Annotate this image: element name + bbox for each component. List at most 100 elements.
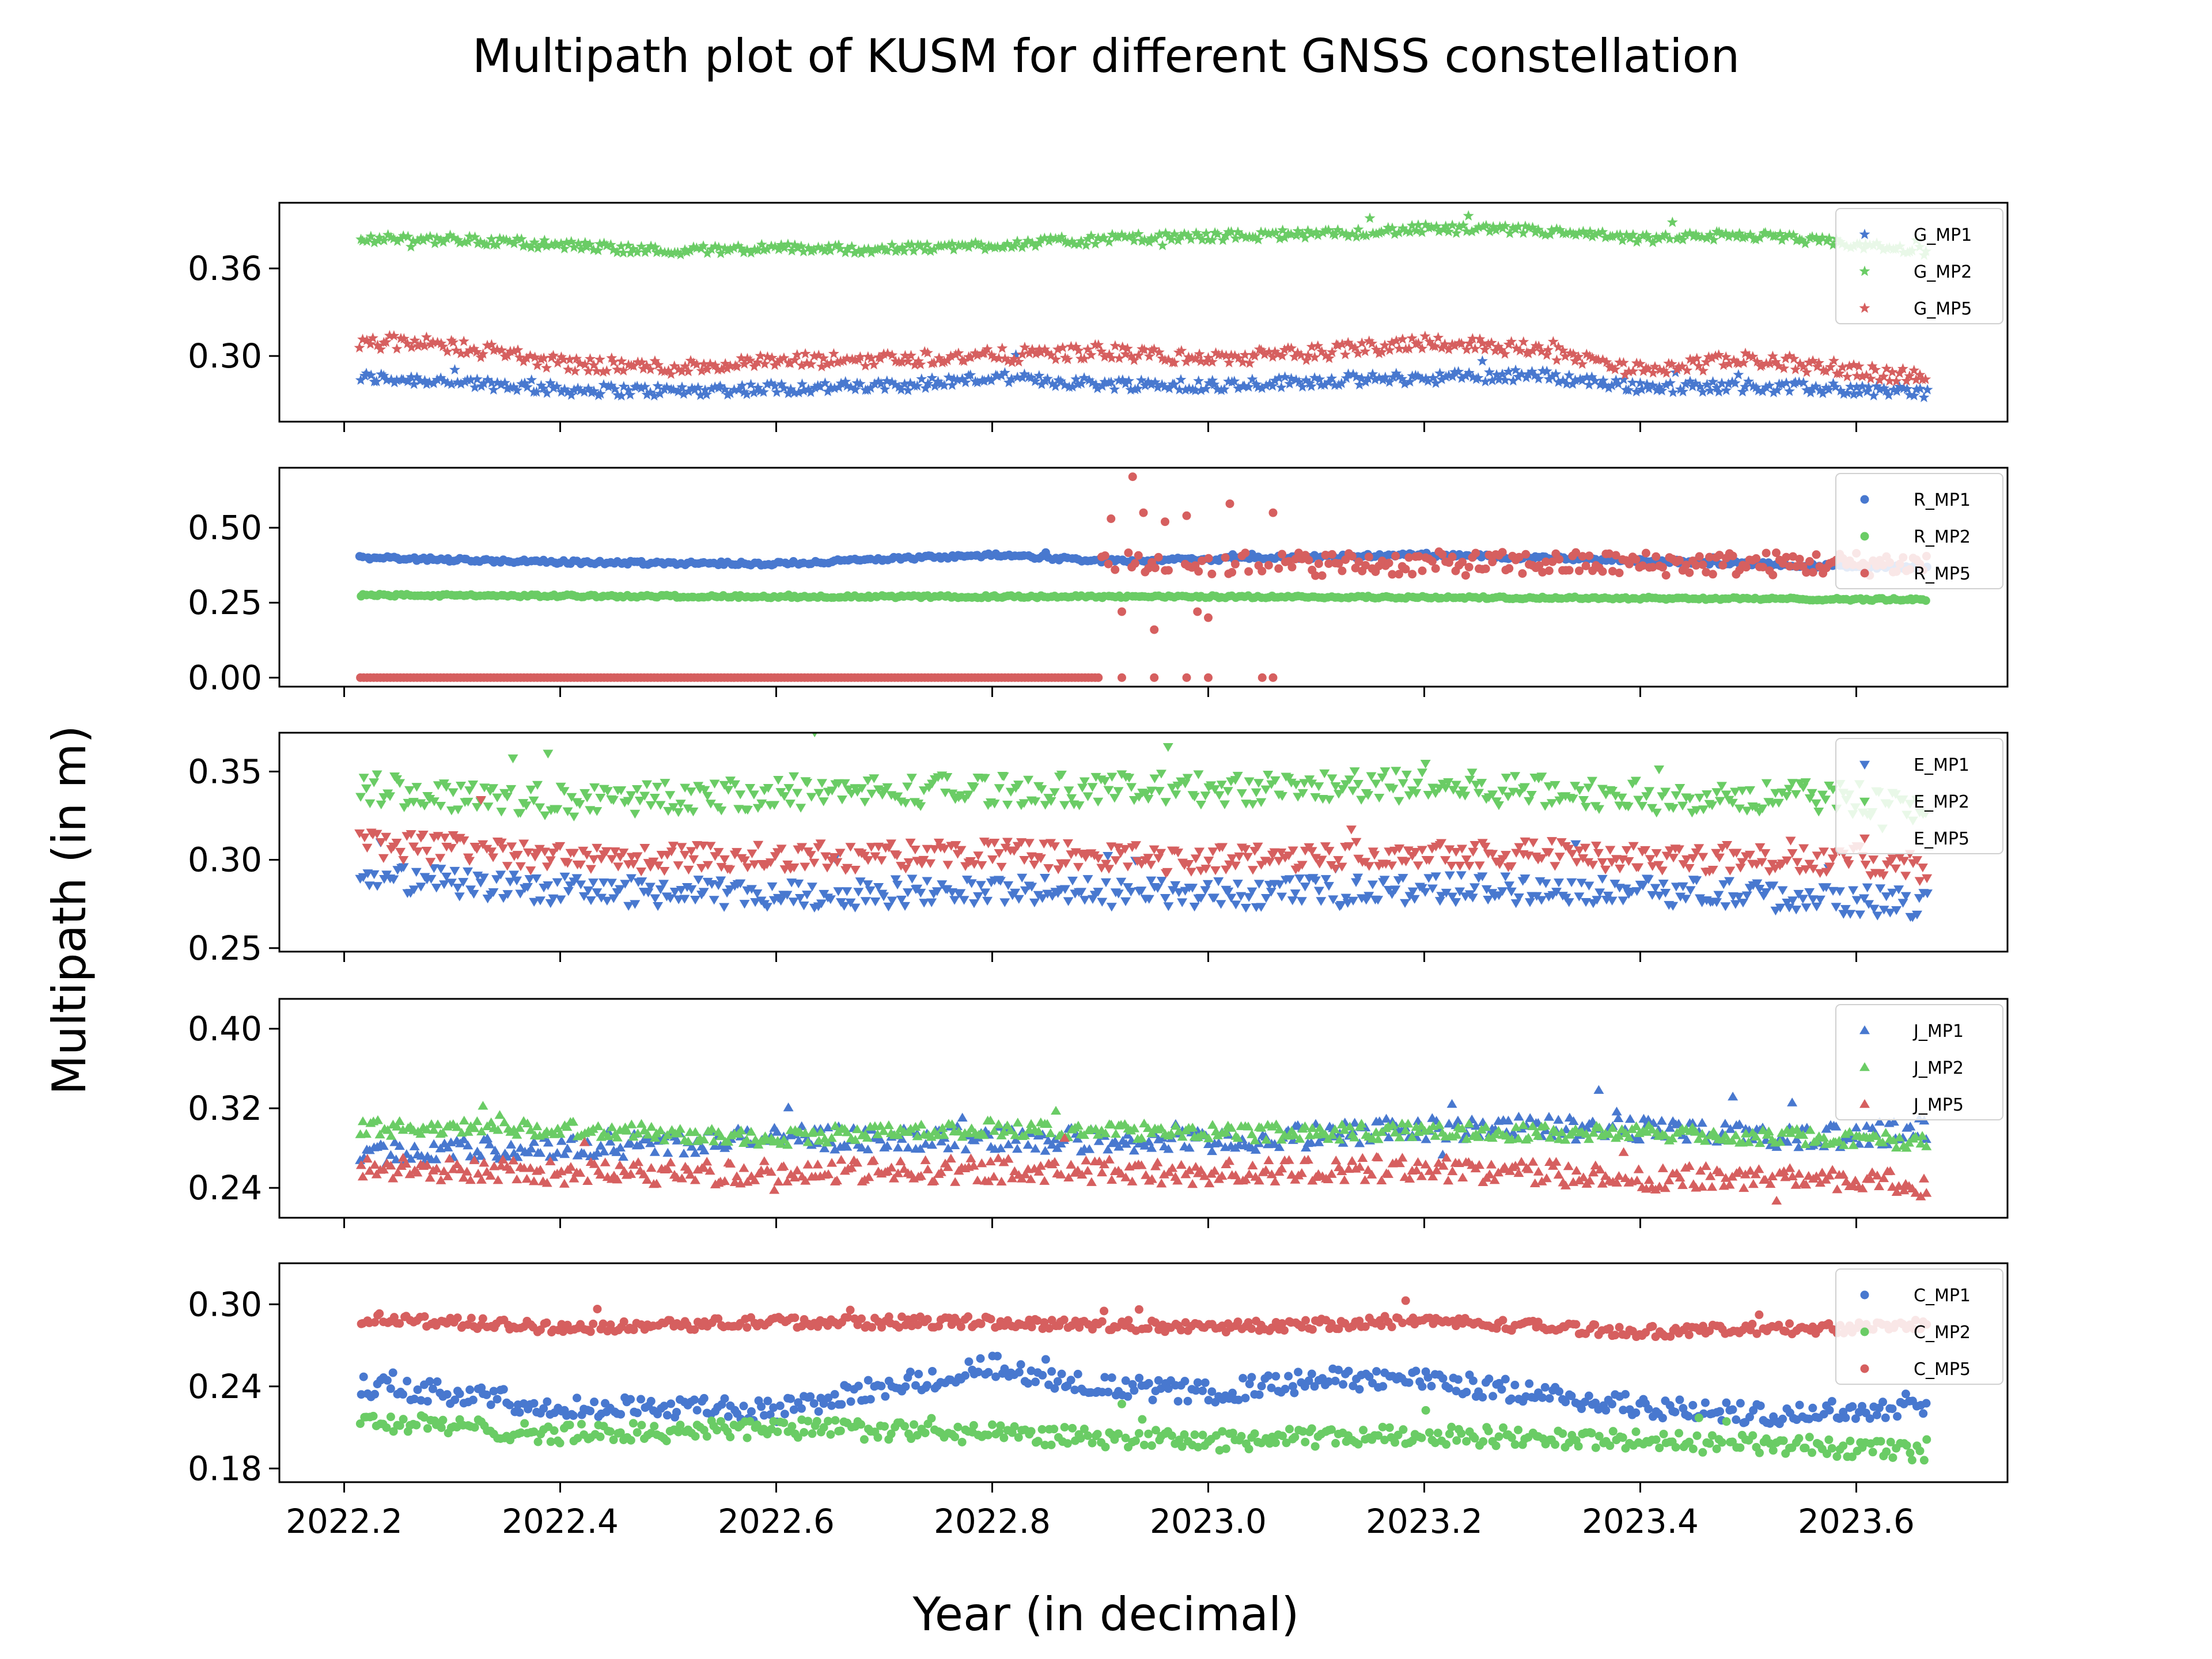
g-mp5-point — [841, 353, 853, 363]
e-mp2-point — [365, 799, 376, 808]
e-mp2-point — [595, 793, 606, 803]
e-mp5-point — [1520, 837, 1531, 847]
g-mp2-point — [1484, 226, 1495, 237]
g-mp2-point — [601, 240, 612, 251]
g-mp5-point — [525, 350, 536, 361]
g-mp2-point — [454, 237, 465, 248]
e-mp2-point — [483, 802, 494, 812]
j-mp1-point — [1461, 1128, 1472, 1137]
g-mp2-point — [939, 240, 950, 251]
g-mp2-point — [355, 233, 367, 244]
e-mp1-point — [1680, 895, 1691, 904]
e-mp1-point — [702, 877, 713, 887]
r-mp5-point — [1314, 559, 1323, 569]
e-mp5-point — [412, 847, 423, 857]
g-mp2-point — [1175, 230, 1187, 241]
g-mp5-point — [849, 354, 861, 365]
g-mp1-point — [1399, 378, 1411, 389]
g-mp1-point — [695, 389, 706, 400]
e-mp1-point — [798, 901, 809, 911]
g-mp1-point — [376, 368, 387, 379]
e-mp1-point — [931, 887, 942, 896]
e-mp5-point — [1461, 855, 1472, 865]
g-mp5-point — [999, 353, 1011, 363]
g-mp5-point — [1126, 350, 1137, 361]
j-mp1-point — [475, 1151, 486, 1160]
j-mp1-point — [1544, 1112, 1555, 1121]
g-mp1-point — [566, 389, 577, 400]
g-mp2-point — [1593, 227, 1604, 238]
g-mp2-point — [1300, 232, 1311, 243]
g-mp5-point — [1891, 375, 1902, 386]
r-mp5-point — [1194, 567, 1203, 576]
g-mp5-point — [1157, 353, 1168, 363]
e-mp2-point — [1526, 791, 1537, 800]
g-mp2-point — [953, 240, 964, 251]
e-mp5-point — [1450, 847, 1461, 857]
g-mp2-point — [618, 247, 629, 258]
e-mp1-point — [1603, 891, 1613, 901]
e-mp2-point — [456, 782, 467, 791]
e-mp5-point — [592, 843, 603, 853]
g-mp1-point — [1055, 375, 1066, 386]
g-mp1-point — [1356, 372, 1368, 383]
e-mp2-point — [1397, 779, 1408, 788]
g-mp5-point — [1586, 352, 1598, 363]
g-mp1-point — [419, 374, 430, 385]
e-mp2-point — [1277, 791, 1287, 801]
j-mp1-point — [490, 1145, 501, 1154]
g-mp2-point — [1232, 226, 1244, 237]
e-mp5-point — [1444, 845, 1455, 854]
g-mp1-point — [1067, 381, 1078, 392]
e-mp1-point — [1236, 892, 1247, 901]
e-mp2-point — [812, 733, 817, 738]
g-mp2-point — [469, 231, 480, 242]
g-mp5-point — [1511, 343, 1522, 354]
g-mp2-point — [738, 247, 749, 257]
e-mp5-point — [828, 853, 839, 862]
g-mp2-point — [1764, 228, 1776, 239]
e-mp5-point — [1725, 866, 1736, 876]
e-mp1-point — [1650, 884, 1661, 893]
e-mp1-point — [653, 902, 664, 911]
j-mp1-point — [903, 1142, 914, 1152]
e-mp1-point — [1113, 889, 1124, 899]
g-mp2-point — [675, 249, 687, 260]
g-mp2-point — [1302, 225, 1313, 236]
g-mp1-point — [1503, 366, 1514, 377]
j-mp1-point — [463, 1140, 474, 1150]
g-mp5-point — [1239, 349, 1251, 360]
r-mp5-point — [1581, 561, 1590, 570]
j-mp1-point — [856, 1142, 867, 1152]
e-mp2-point — [574, 800, 585, 809]
g-mp1-point — [1597, 374, 1609, 385]
g-mp5-point — [1042, 347, 1053, 358]
e-mp2-point — [792, 789, 803, 798]
g-mp1-point — [465, 374, 476, 385]
j-mp2-point — [709, 1136, 719, 1146]
e-mp5-point — [1578, 854, 1589, 863]
r-mp5-point — [1802, 568, 1811, 577]
e-mp2-point — [979, 774, 990, 783]
e-mp2-point — [1063, 786, 1074, 796]
e-mp1-point — [1554, 878, 1565, 888]
g-mp2-point — [529, 236, 540, 247]
e-mp5-point — [1247, 866, 1258, 875]
r-mp5-point — [1388, 570, 1397, 579]
e-mp5-point — [1593, 849, 1604, 858]
g-mp1-point — [952, 374, 963, 385]
e-mp1-point — [1504, 881, 1515, 891]
g-mp1-point — [1563, 369, 1575, 380]
g-mp5-point — [1309, 351, 1320, 362]
e-mp5-point — [372, 830, 382, 839]
e-mp1-point — [1752, 879, 1763, 888]
g-mp5-point — [679, 361, 691, 372]
g-mp5-point — [972, 350, 983, 361]
g-mp5-point — [915, 358, 926, 369]
e-mp5-point — [668, 842, 679, 851]
j-mp2-point — [394, 1116, 405, 1126]
e-mp5-point — [903, 858, 914, 868]
g-mp5-point — [1449, 340, 1460, 351]
g-mp5-point — [1756, 359, 1768, 370]
g-mp2-point — [1573, 227, 1585, 238]
